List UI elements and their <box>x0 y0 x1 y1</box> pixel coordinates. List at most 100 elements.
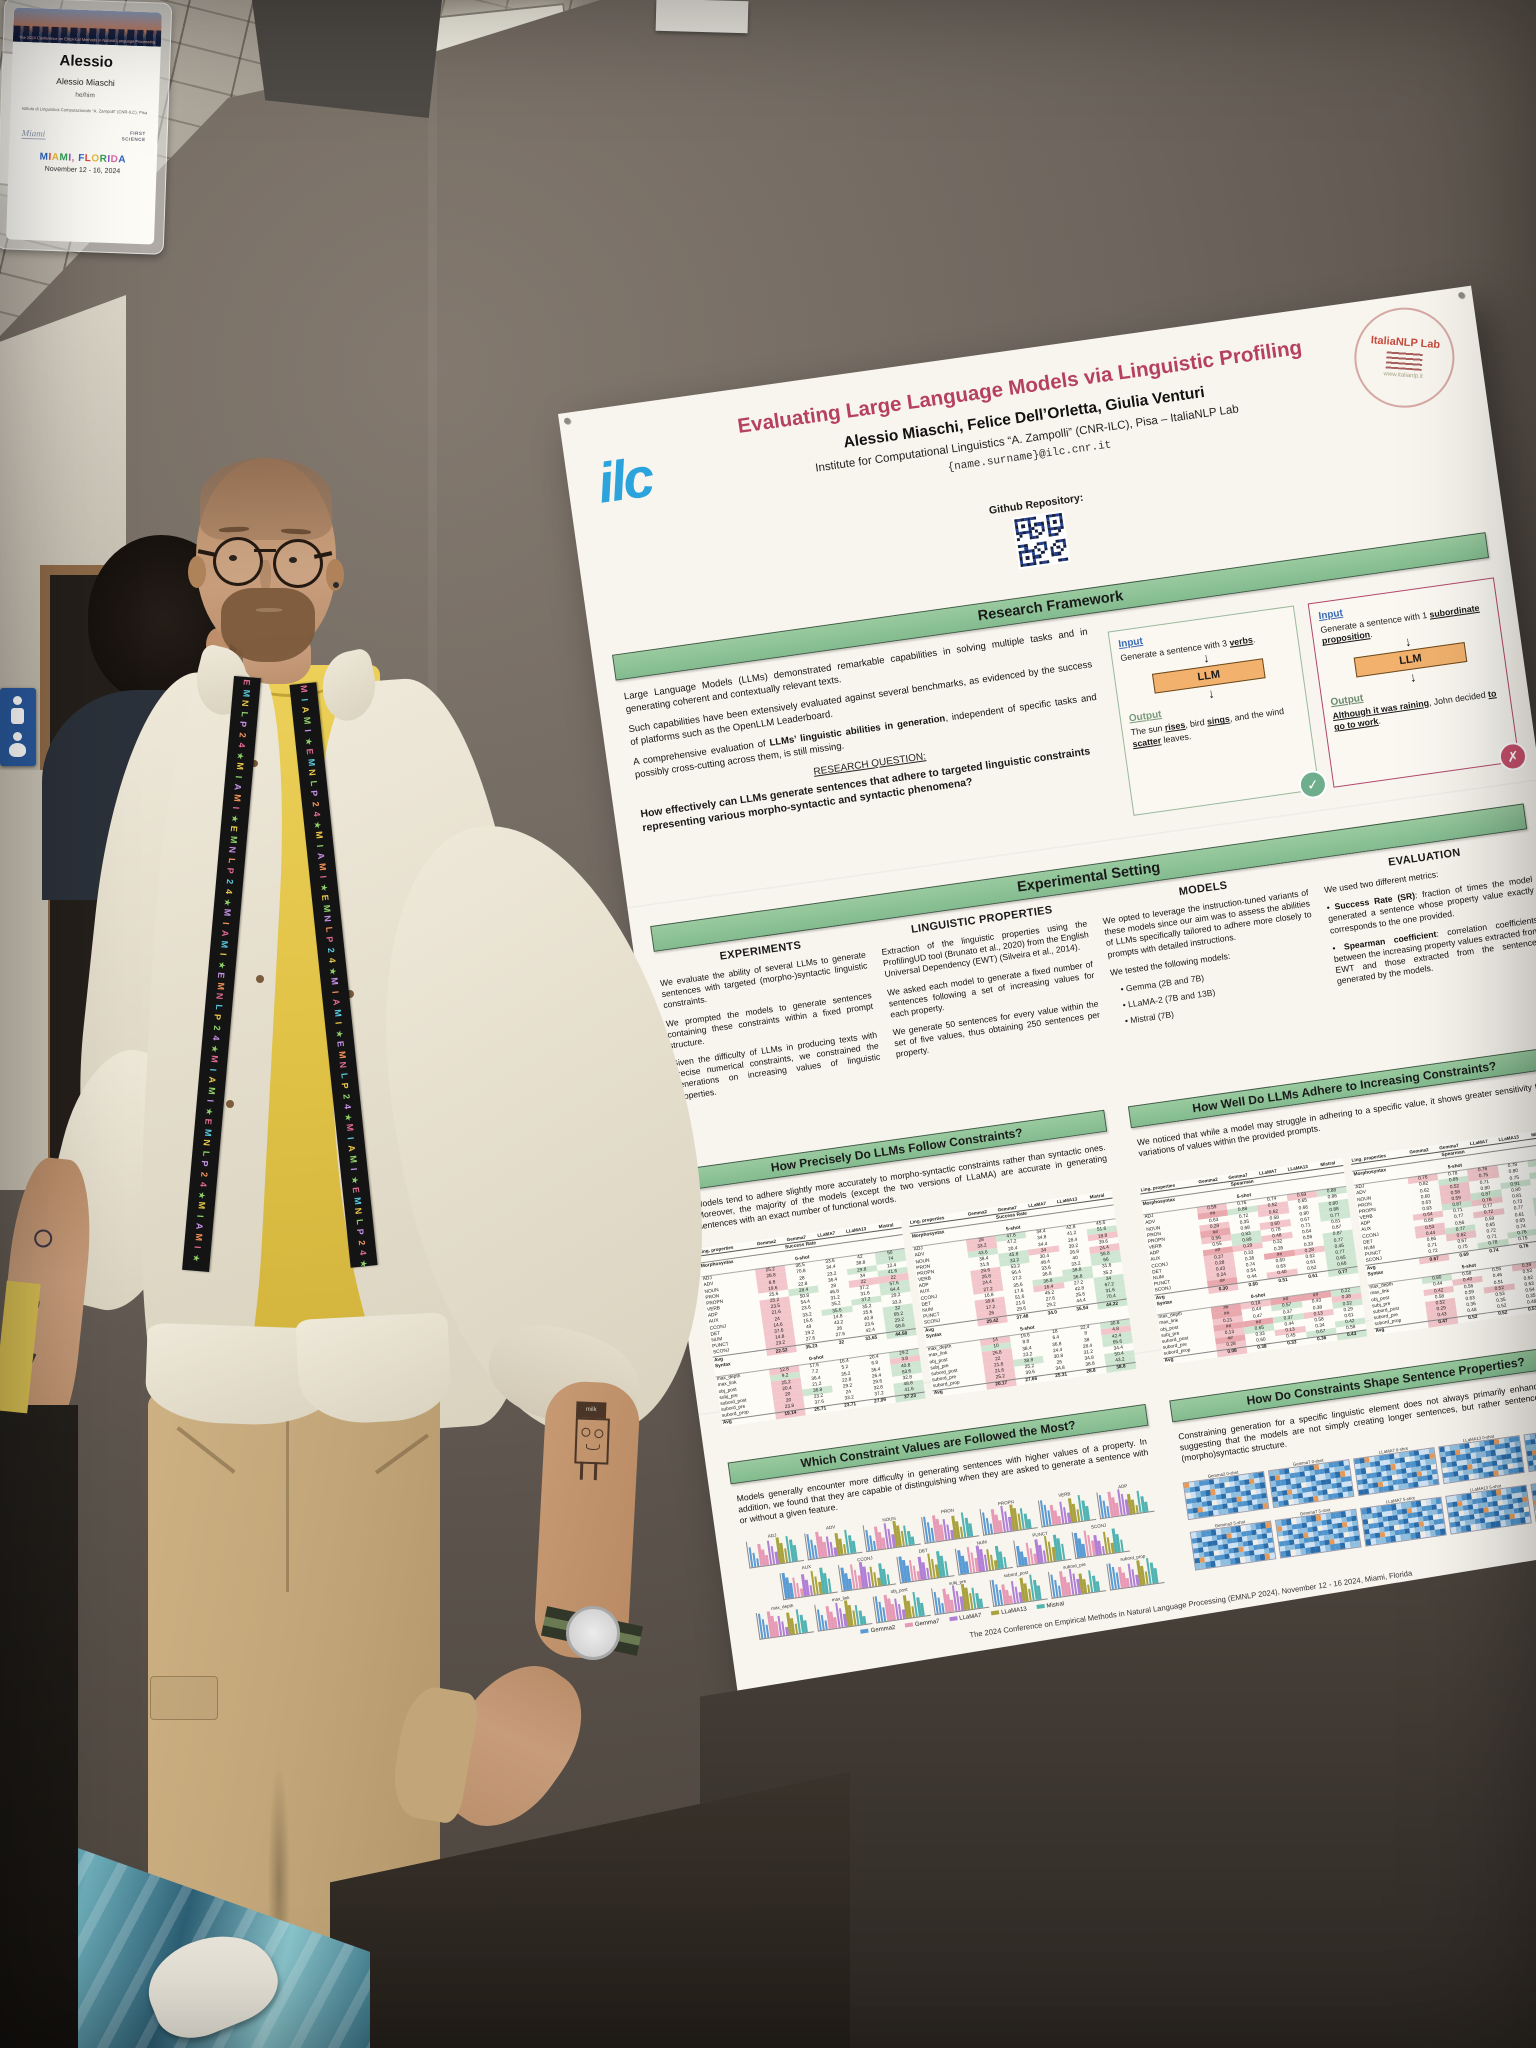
lanyard-letter: 2 <box>341 1093 352 1100</box>
glasses-bridge <box>254 549 276 559</box>
lanyard-letter: L <box>200 1149 212 1157</box>
wristwatch-face <box>566 1606 620 1660</box>
milk-carton-tattoo: milk <box>574 1401 611 1486</box>
wheelchair-icon <box>9 743 26 757</box>
lanyard-letter: M <box>234 761 246 771</box>
mouth <box>256 608 282 612</box>
lanyard-letter: E <box>229 825 240 833</box>
shirt-button <box>346 990 354 998</box>
lanyard-letter: ★ <box>334 1028 346 1038</box>
lanyard-letter: E <box>203 1118 215 1126</box>
nose <box>260 560 271 590</box>
lanyard-letter: M <box>336 1050 348 1059</box>
conference-badge: The 2024 Conference on Empirical Methods… <box>0 0 173 255</box>
lanyard-letter: 4 <box>236 742 247 749</box>
tattoo-mouth <box>585 1443 600 1451</box>
lanyard-letter: M <box>321 903 333 913</box>
lanyard-letter: M <box>352 1196 363 1205</box>
badge-dates: November 12 - 16, 2024 <box>44 165 121 176</box>
person-hair <box>200 458 332 540</box>
lanyard-letter: N <box>240 699 251 707</box>
lanyard-letter: M <box>209 1054 220 1064</box>
sponsor-logo: FIRST SCIENCE <box>121 131 146 143</box>
lanyard-letter: L <box>226 857 237 864</box>
lanyard-letter: L <box>354 1218 365 1225</box>
restroom-icon <box>13 696 22 705</box>
tattoo-leg <box>579 1461 583 1480</box>
pants-pocket-seam <box>176 1426 236 1474</box>
shirt-button <box>226 1100 234 1108</box>
lanyard-letter: E <box>242 678 253 686</box>
lanyard-letter: M <box>298 684 310 694</box>
lanyard-letter: ★ <box>312 820 324 830</box>
lanyard-letter: I <box>205 1099 216 1103</box>
lanyard-letter: I <box>231 806 242 810</box>
lanyard-letter: L <box>213 1003 225 1010</box>
lanyard-letter: 2 <box>325 946 337 953</box>
lanyard-letter: A <box>346 1144 358 1153</box>
lanyard-letter: A <box>300 705 312 714</box>
lanyard-letter: I <box>349 1167 360 1171</box>
dark-object-left <box>0 1405 78 2048</box>
lanyard-letter: 4 <box>198 1181 209 1188</box>
shirt-button <box>251 760 258 767</box>
beard <box>221 588 315 662</box>
lanyard-letter: I <box>318 874 329 879</box>
shirt-button <box>256 975 264 983</box>
lanyard-letter: I <box>333 1021 344 1025</box>
lanyard-letter: 4 <box>223 888 235 895</box>
badge-full-name: Alessio Miaschi <box>56 76 115 89</box>
lanyard-letter: A <box>207 1076 218 1084</box>
lanyard-letter: M <box>221 908 233 917</box>
glasses-right-lens <box>273 539 323 588</box>
lanyard-letter: L <box>339 1071 350 1079</box>
tattoo-eye <box>581 1427 591 1437</box>
lanyard-letter: P <box>355 1228 367 1236</box>
hand-tattoo <box>33 1228 54 1249</box>
lanyard-letter: L <box>323 925 335 933</box>
lanyard-letter: I <box>302 728 314 733</box>
lanyard-letter: E <box>351 1186 362 1194</box>
lanyard-letter: 4 <box>326 957 338 964</box>
glasses-left-lens <box>213 537 263 586</box>
lanyard-letter: I <box>330 989 341 994</box>
badge-logos: Miami FIRST SCIENCE <box>10 127 158 144</box>
lanyard-letter: A <box>315 852 327 860</box>
badge-affiliation: Istituto di Linguistica Computazionale “… <box>21 105 148 116</box>
lanyard-letter: 4 <box>311 811 323 818</box>
lanyard-letter: N <box>337 1060 349 1069</box>
lanyard-letter: P <box>309 789 320 797</box>
pants-fly-seam <box>286 1402 289 1592</box>
lanyard-letter: I <box>218 952 229 957</box>
lanyard-letter: I <box>221 921 232 925</box>
lanyard-letter: ★ <box>230 813 241 823</box>
lanyard-letter: P <box>324 935 336 943</box>
lanyard-letter: 2 <box>237 731 248 738</box>
lanyard-letter: 4 <box>357 1249 369 1256</box>
tattoo-eye <box>594 1429 604 1439</box>
lanyard-letter: I <box>192 1245 203 1249</box>
lanyard-letter: ★ <box>327 966 339 976</box>
badge-name: Alessio <box>59 52 114 71</box>
restroom-sign <box>0 688 36 766</box>
overshirt-hem <box>295 1312 453 1426</box>
lanyard-letter: 2 <box>356 1239 368 1246</box>
lanyard-letter: P <box>212 1013 224 1021</box>
lanyard-letter: N <box>353 1207 364 1215</box>
person-ear-right <box>326 559 344 591</box>
lanyard-letter: A <box>220 929 231 938</box>
pants-pocket-seam <box>374 1433 430 1475</box>
lanyard-letter: P <box>238 720 249 728</box>
lanyard-letter: ★ <box>217 960 228 970</box>
lanyard-letter: M <box>313 830 325 840</box>
eye-right <box>289 557 297 563</box>
eye-left <box>229 555 237 561</box>
lanyard-letter: 4 <box>342 1103 353 1110</box>
lanyard-letter: M <box>196 1201 207 1210</box>
badge-skyline-image: The 2024 Conference on Empirical Methods… <box>12 7 163 47</box>
lanyard-letter: A <box>331 998 342 1006</box>
lanyard-letter: 2 <box>224 878 236 885</box>
tattoo-milk-label: milk <box>575 1401 607 1419</box>
lanyard-letter: 4 <box>210 1035 222 1041</box>
